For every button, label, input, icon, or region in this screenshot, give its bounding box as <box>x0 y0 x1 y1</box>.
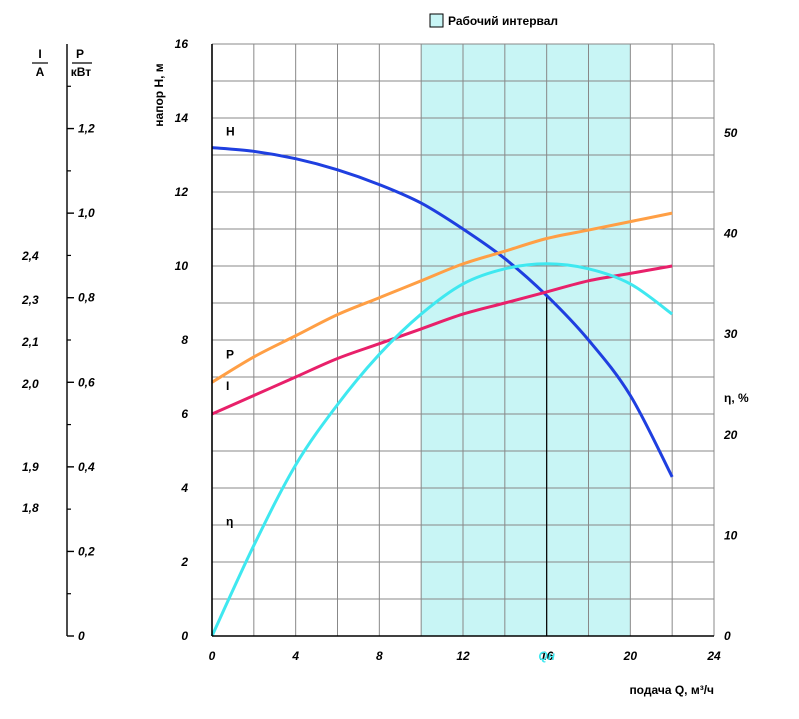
current-tick-label: 1,9 <box>22 460 39 474</box>
x-tick-label: 0 <box>209 649 216 663</box>
head-tick-label: 2 <box>180 555 188 569</box>
efficiency-tick-label: 40 <box>723 227 738 241</box>
x-tick-label: 4 <box>291 649 299 663</box>
efficiency-tick-label: 10 <box>724 528 738 542</box>
efficiency-axis-label: η, % <box>724 391 749 405</box>
series-label-head-curve: H <box>226 125 235 139</box>
head-tick-label: 10 <box>175 259 189 273</box>
legend-swatch <box>429 13 444 28</box>
head-tick-label: 0 <box>181 629 188 643</box>
head-tick-label: 16 <box>175 37 189 51</box>
power-tick-label: 0,8 <box>78 291 95 305</box>
power-tick-label: 0,6 <box>78 375 95 389</box>
head-tick-label: 6 <box>181 407 188 421</box>
x-tick-label: 16 <box>540 649 554 663</box>
current-tick-label: 2,4 <box>21 249 39 263</box>
efficiency-curve <box>210 262 674 637</box>
x-axis-label: подача Q, м³/ч <box>629 683 714 697</box>
efficiency-tick-label: 50 <box>724 126 738 140</box>
efficiency-tick-label: 30 <box>724 327 738 341</box>
power-tick-label: 1,0 <box>78 206 95 220</box>
current-curve <box>211 264 673 416</box>
efficiency-tick-label: 20 <box>723 428 738 442</box>
power-axis-label-bottom: кВт <box>71 65 92 79</box>
head-tick-label: 8 <box>181 333 188 347</box>
current-axis-label-bottom: A <box>36 65 45 79</box>
power-tick-label: 1,2 <box>78 122 95 136</box>
power-tick-label: 0 <box>78 629 85 643</box>
current-tick-label: 2,0 <box>21 377 39 391</box>
head-axis-label: напор H, м <box>152 63 166 126</box>
series-label-power-curve: P <box>226 347 234 361</box>
power-axis-label-top: P <box>76 47 84 61</box>
x-tick-label: 20 <box>623 649 638 663</box>
power-tick-label: 0,2 <box>78 544 95 558</box>
legend-label: Рабочий интервал <box>448 14 558 28</box>
nominal-flow-label: Qн <box>538 649 555 663</box>
head-curve <box>211 146 674 478</box>
head-tick-label: 4 <box>180 481 188 495</box>
power-tick-label: 0,4 <box>78 460 95 474</box>
current-tick-label: 2,1 <box>21 335 39 349</box>
efficiency-tick-label: 0 <box>724 629 731 643</box>
current-axis-label-top: I <box>38 47 41 61</box>
series-label-efficiency-curve: η <box>226 514 233 528</box>
head-tick-label: 12 <box>175 185 189 199</box>
x-tick-label: 8 <box>376 649 383 663</box>
series-label-current-curve: I <box>226 379 229 393</box>
power-curve <box>211 211 673 384</box>
x-tick-label: 24 <box>706 649 721 663</box>
current-tick-label: 1,8 <box>22 501 39 515</box>
x-tick-label: 12 <box>456 649 470 663</box>
current-tick-label: 2,3 <box>21 293 39 307</box>
head-tick-label: 14 <box>175 111 189 125</box>
